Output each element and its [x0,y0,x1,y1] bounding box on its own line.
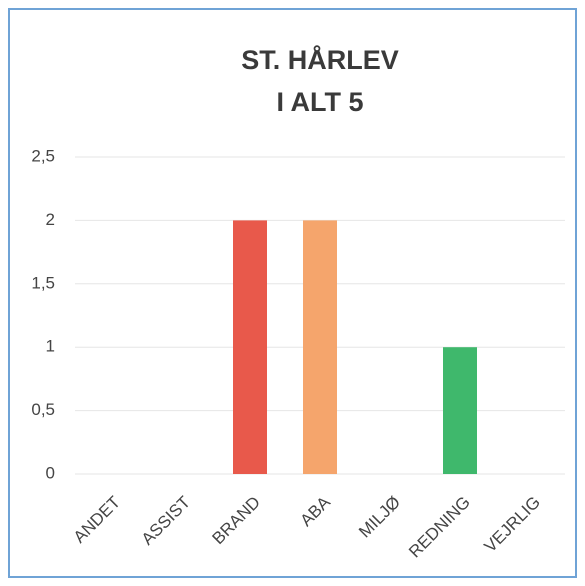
bar [233,220,267,474]
bar [303,220,337,474]
chart-subtitle: I ALT 5 [277,87,364,117]
chart-title: ST. HÅRLEV [241,44,399,75]
y-tick-label: 2 [46,210,55,229]
y-tick-label: 2,5 [31,146,55,165]
bar [443,347,477,474]
y-tick-label: 1,5 [31,273,55,292]
y-tick-label: 0,5 [31,400,55,419]
y-tick-label: 0 [46,463,55,482]
y-tick-label: 1 [46,337,55,356]
chart-frame [8,8,577,578]
